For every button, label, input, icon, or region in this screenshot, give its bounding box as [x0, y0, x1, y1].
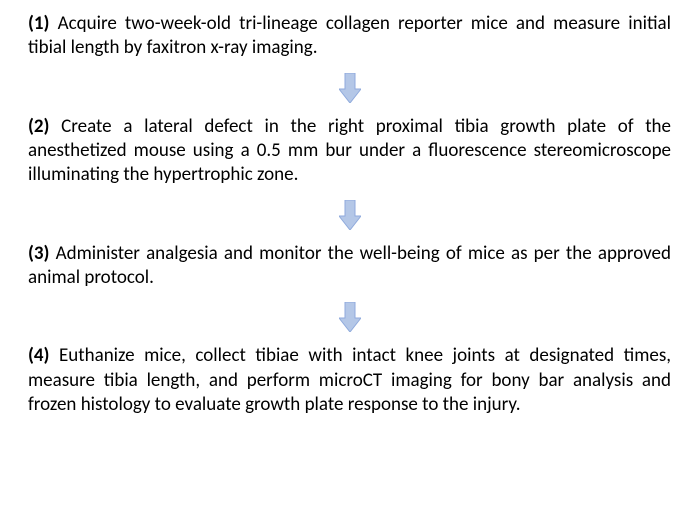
down-arrow-icon: [339, 73, 361, 103]
step-4-number: (4): [28, 344, 49, 367]
step-1-text: Acquire two-week-old tri-lineage collage…: [28, 12, 671, 59]
arrow-3-container: [28, 302, 671, 332]
down-arrow-icon: [339, 302, 361, 332]
step-3: (3) Administer analgesia and monitor the…: [28, 242, 671, 291]
step-3-number: (3): [28, 242, 49, 265]
step-4-text: Euthanize mice, collect tibiae with inta…: [28, 344, 671, 416]
step-2-number: (2): [28, 115, 49, 138]
step-2: (2) Create a lateral defect in the right…: [28, 115, 671, 188]
step-3-text: Administer analgesia and monitor the wel…: [28, 242, 671, 289]
step-1: (1) Acquire two-week-old tri-lineage col…: [28, 12, 671, 61]
arrow-2-container: [28, 200, 671, 230]
step-2-text: Create a lateral defect in the right pro…: [28, 115, 671, 187]
step-1-number: (1): [28, 12, 49, 35]
down-arrow-icon: [339, 200, 361, 230]
step-4: (4) Euthanize mice, collect tibiae with …: [28, 344, 671, 417]
arrow-1-container: [28, 73, 671, 103]
